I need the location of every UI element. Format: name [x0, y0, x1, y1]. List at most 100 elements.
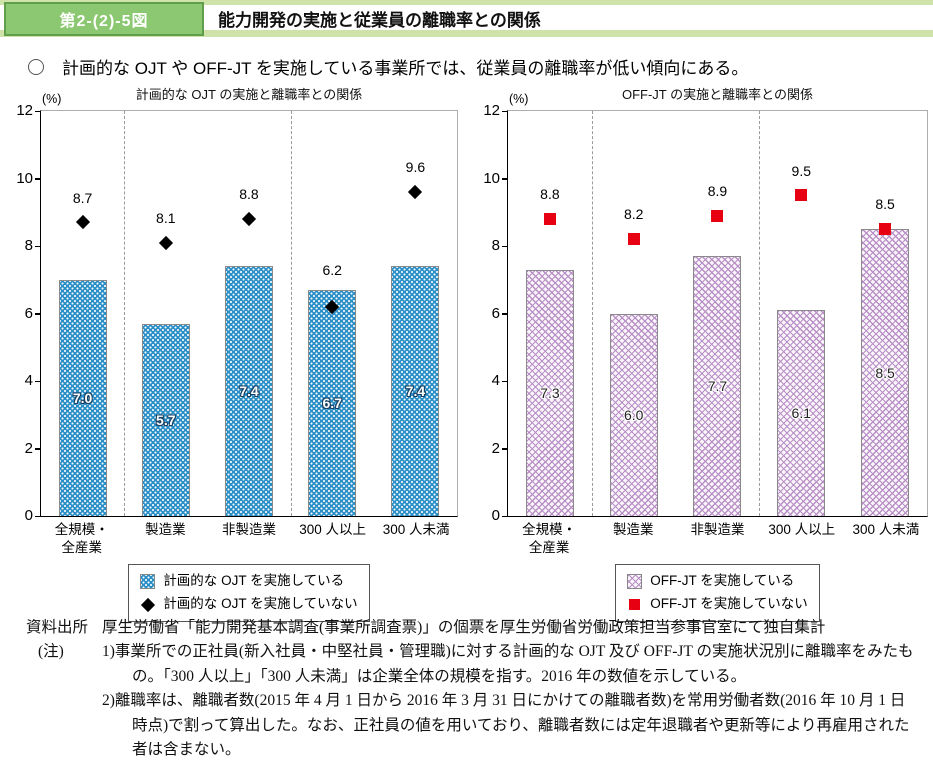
- bar-value-label: 5.7: [156, 411, 176, 428]
- y-tick-label: 6: [491, 304, 500, 322]
- y-tick-mark: [502, 178, 508, 180]
- y-tick-mark: [35, 245, 41, 248]
- square-marker: [711, 209, 724, 222]
- y-tick-label: 4: [24, 372, 33, 390]
- y-tick-label: 10: [483, 169, 500, 187]
- bar-value-label: 6.1: [791, 405, 812, 422]
- header-stripe-top: [0, 0, 933, 5]
- group-separator: [290, 111, 292, 516]
- category-slot: 6.0 8.2: [592, 111, 676, 516]
- category-axis: 全規模・ 全産業 製造業 非製造業 300 人以上 300 人未満: [507, 521, 928, 556]
- header-stripe-bottom: [0, 30, 933, 37]
- category-slot: 7.7 8.9: [676, 111, 760, 516]
- y-tick-mark: [502, 380, 508, 383]
- diamond-marker: [241, 211, 257, 227]
- y-tick-mark: [502, 110, 508, 112]
- bar: [224, 266, 273, 516]
- y-tick-mark: [35, 515, 41, 517]
- axis-unit-label: (%): [509, 92, 529, 106]
- category-label: 全規模・ 全産業: [54, 522, 109, 555]
- bar: [609, 313, 658, 516]
- category-slot: 7.3 8.8: [508, 111, 592, 516]
- legend-label: 計画的な OJT を実施している: [163, 573, 345, 589]
- y-tick-mark: [35, 178, 41, 180]
- bar: [525, 269, 574, 516]
- marker-value-label: 8.8: [239, 186, 259, 203]
- y-tick-mark: [35, 313, 41, 315]
- legend: OFF-JT を実施している OFF-JT を実施していない: [615, 564, 820, 622]
- group-separator: [759, 111, 761, 516]
- footnotes: 資料出所 厚生労働省「能力開発基本調査(事業所調査票)」の個票を厚生労働省労働政…: [26, 616, 918, 763]
- figure-header: 第2-(2)-5図 能力開発の実施と従業員の離職率との関係: [0, 0, 933, 40]
- category-label: 非製造業: [690, 522, 745, 537]
- plot-area: 0 2 4 6 8 10 12 7.0 8.7 5.7 8.1 7.4 8.8 6.7 6.2 7.4 9.6: [16, 103, 458, 524]
- legend-item: OFF-JT を実施している: [627, 570, 808, 593]
- bar: [693, 256, 742, 516]
- bar-value-label: 7.4: [405, 383, 426, 400]
- marker-value-label: 6.2: [322, 262, 342, 279]
- bar-value-label: 7.3: [540, 384, 560, 401]
- y-tick-mark: [502, 448, 508, 450]
- y-tick-label: 0: [491, 507, 500, 524]
- chart-title: 計画的な OJT の実施と離職率との関係: [135, 87, 363, 102]
- y-tick-label: 4: [491, 372, 500, 390]
- bar: [141, 323, 190, 516]
- category-label: 300 人以上: [299, 522, 366, 537]
- category-label: 製造業: [145, 522, 186, 537]
- y-tick-mark: [35, 110, 41, 112]
- chart-title: OFF-JT の実施と離職率との関係: [621, 87, 813, 102]
- bar: [861, 229, 910, 516]
- diamond-icon: [140, 597, 155, 612]
- y-tick-mark: [502, 313, 508, 315]
- legend-marker-swatch: [140, 597, 155, 612]
- bar-value-label: 8.5: [875, 364, 895, 381]
- summary-text: 計画的な OJT や OFF-JT を実施している事業所では、従業員の離職率が低…: [62, 59, 749, 78]
- y-tick-label: 12: [483, 102, 500, 119]
- marker-value-label: 8.9: [707, 182, 728, 199]
- category-slot: 8.5 8.5: [843, 111, 927, 516]
- legend-item: 計画的な OJT を実施している: [140, 570, 357, 593]
- square-marker: [543, 213, 556, 225]
- square-icon: [629, 599, 641, 610]
- category-slot: 7.4 8.8: [207, 111, 290, 516]
- note-item: 1)事業所での正社員(新入社員・中堅社員・管理職)に対する計画的な OJT 及び…: [102, 643, 914, 685]
- ojt-chart: 計画的な OJT の実施と離職率との関係 (%) 0 2 4 6 8 10 12 7.0 8.7…: [0, 84, 458, 622]
- legend-label: 計画的な OJT を実施していない: [163, 596, 358, 612]
- y-tick-mark: [35, 448, 41, 450]
- legend: 計画的な OJT を実施している 計画的な OJT を実施していない: [128, 564, 370, 622]
- figure-number-badge: 第2-(2)-5図: [4, 2, 204, 36]
- category-label: 300 人以上: [768, 522, 836, 537]
- y-tick-label: 10: [16, 169, 33, 187]
- category-label: 300 人未満: [382, 522, 450, 537]
- bar: [777, 310, 826, 516]
- y-tick-label: 6: [24, 304, 33, 322]
- y-tick-label: 2: [24, 439, 33, 457]
- legend-label: OFF-JT を実施している: [650, 573, 795, 589]
- y-tick-mark: [502, 245, 508, 248]
- bar-value-label: 6.7: [322, 394, 342, 411]
- category-label: 非製造業: [221, 522, 276, 537]
- bar-value-label: 7.0: [72, 389, 93, 406]
- note-item: 2)離職率は、離職者数(2015 年 4 月 1 日から 2016 年 3 月 …: [102, 692, 910, 759]
- y-tick-label: 0: [24, 507, 33, 524]
- summary-line: 計画的な OJT や OFF-JT を実施している事業所では、従業員の離職率が低…: [28, 54, 748, 79]
- category-slot: 7.4 9.6: [374, 111, 457, 516]
- marker-value-label: 8.5: [875, 196, 895, 213]
- marker-value-label: 8.2: [623, 206, 644, 223]
- legend-item: 計画的な OJT を実施していない: [140, 593, 358, 616]
- note-list: 1)事業所での正社員(新入社員・中堅社員・管理職)に対する計画的な OJT 及び…: [102, 640, 918, 762]
- bar: [308, 289, 357, 516]
- legend-item: OFF-JT を実施していない: [627, 593, 808, 616]
- marker-value-label: 8.8: [540, 186, 560, 203]
- category-slot: 6.7 6.2: [291, 111, 374, 516]
- bar: [58, 279, 107, 516]
- category-label: 製造業: [613, 522, 654, 537]
- y-tick-label: 8: [491, 237, 500, 255]
- y-tick-label: 12: [16, 102, 33, 119]
- bar-value-label: 7.4: [239, 383, 259, 400]
- group-separator: [591, 111, 593, 516]
- y-tick-mark: [35, 380, 41, 383]
- plot-area: 0 2 4 6 8 10 12 7.3 8.8 6.0 8.2 7.7 8.9 6.1 9.5 8.5 8.5: [483, 103, 928, 524]
- axis-unit-label: (%): [42, 92, 62, 106]
- legend-label: OFF-JT を実施していない: [650, 596, 808, 612]
